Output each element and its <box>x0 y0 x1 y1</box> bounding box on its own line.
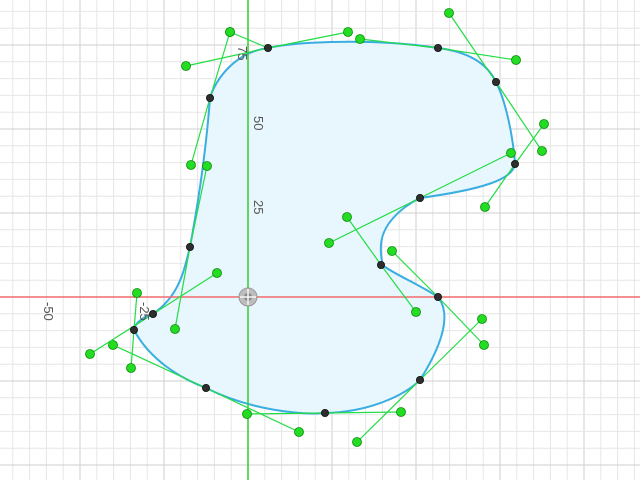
control-handle-point[interactable] <box>342 212 352 222</box>
control-handle-point[interactable] <box>444 8 454 18</box>
control-handle-point[interactable] <box>324 238 334 248</box>
control-handle-point[interactable] <box>85 349 95 359</box>
control-handle-point[interactable] <box>170 324 180 334</box>
tangent-line <box>391 250 439 298</box>
tangent-line <box>380 264 417 313</box>
origin-handle-icon[interactable] <box>238 287 258 307</box>
anchor-point[interactable] <box>510 159 519 168</box>
control-handle-point[interactable] <box>212 268 222 278</box>
control-handle-point[interactable] <box>242 409 252 419</box>
control-handle-point[interactable] <box>355 34 365 44</box>
anchor-point[interactable] <box>491 78 500 87</box>
anchor-point[interactable] <box>415 193 424 202</box>
tangent-line <box>495 81 543 152</box>
x-axis-label-neg50: -50 <box>41 302 56 321</box>
control-handle-point[interactable] <box>479 340 489 350</box>
tangent-line <box>133 292 138 331</box>
anchor-point[interactable] <box>433 44 442 53</box>
tangent-line <box>189 165 208 248</box>
y-axis-label-50: 50 <box>251 116 266 130</box>
control-handle-point[interactable] <box>225 27 235 37</box>
anchor-points[interactable] <box>129 44 519 417</box>
tangent-line <box>130 329 135 369</box>
tangent-line <box>209 31 231 99</box>
anchor-point[interactable] <box>263 44 272 53</box>
control-handle-point[interactable] <box>411 307 421 317</box>
tangent-line <box>437 296 485 346</box>
anchor-point[interactable] <box>433 292 442 301</box>
tangent-line <box>229 31 269 49</box>
tangent-line <box>346 216 382 266</box>
control-handle-point[interactable] <box>537 146 547 156</box>
anchor-point[interactable] <box>205 94 214 103</box>
y-axis-label-25: 25 <box>251 200 266 214</box>
tangent-line <box>185 47 269 67</box>
tangent-line <box>448 12 497 83</box>
tangent-line <box>152 272 218 315</box>
tangent-line <box>89 313 154 355</box>
tangent-line <box>328 197 421 244</box>
control-handle-point[interactable] <box>506 148 516 158</box>
control-handle-point[interactable] <box>186 160 196 170</box>
tangent-line <box>419 318 483 381</box>
anchor-point[interactable] <box>201 383 210 392</box>
tangent-line <box>419 152 512 199</box>
tangent-line <box>174 246 191 330</box>
control-handle-point[interactable] <box>294 427 304 437</box>
control-handle-point[interactable] <box>126 363 136 373</box>
control-handle-point[interactable] <box>202 161 212 171</box>
tangent-line <box>356 379 421 443</box>
control-handle-point[interactable] <box>352 437 362 447</box>
control-handle-point[interactable] <box>387 246 397 256</box>
anchor-point[interactable] <box>320 408 329 417</box>
anchor-point[interactable] <box>129 325 138 334</box>
anchor-point[interactable] <box>148 309 157 318</box>
tangent-line <box>359 38 439 49</box>
tangent-line <box>324 411 402 414</box>
tangent-line <box>205 387 300 433</box>
control-handle-point[interactable] <box>396 407 406 417</box>
control-handle-point[interactable] <box>343 27 353 37</box>
tangent-line <box>190 97 211 166</box>
spline-shape[interactable] <box>132 40 517 415</box>
tangent-line <box>112 344 207 389</box>
control-handle-point[interactable] <box>539 119 549 129</box>
control-handles[interactable] <box>85 8 549 447</box>
control-handle-point[interactable] <box>181 61 191 71</box>
control-handle-point[interactable] <box>477 314 487 324</box>
tangent-line <box>514 123 545 165</box>
x-axis-label-neg25: -25 <box>137 302 152 321</box>
anchor-point[interactable] <box>415 375 424 384</box>
anchor-point[interactable] <box>185 242 194 251</box>
y-axis-label-75: 75 <box>235 46 250 60</box>
anchor-point[interactable] <box>376 260 385 269</box>
control-handle-point[interactable] <box>480 202 490 212</box>
control-handle-point[interactable] <box>132 288 142 298</box>
control-handle-point[interactable] <box>108 340 118 350</box>
tangent-line <box>484 163 516 208</box>
tangent-line <box>267 31 349 49</box>
control-handle-point[interactable] <box>511 55 521 65</box>
